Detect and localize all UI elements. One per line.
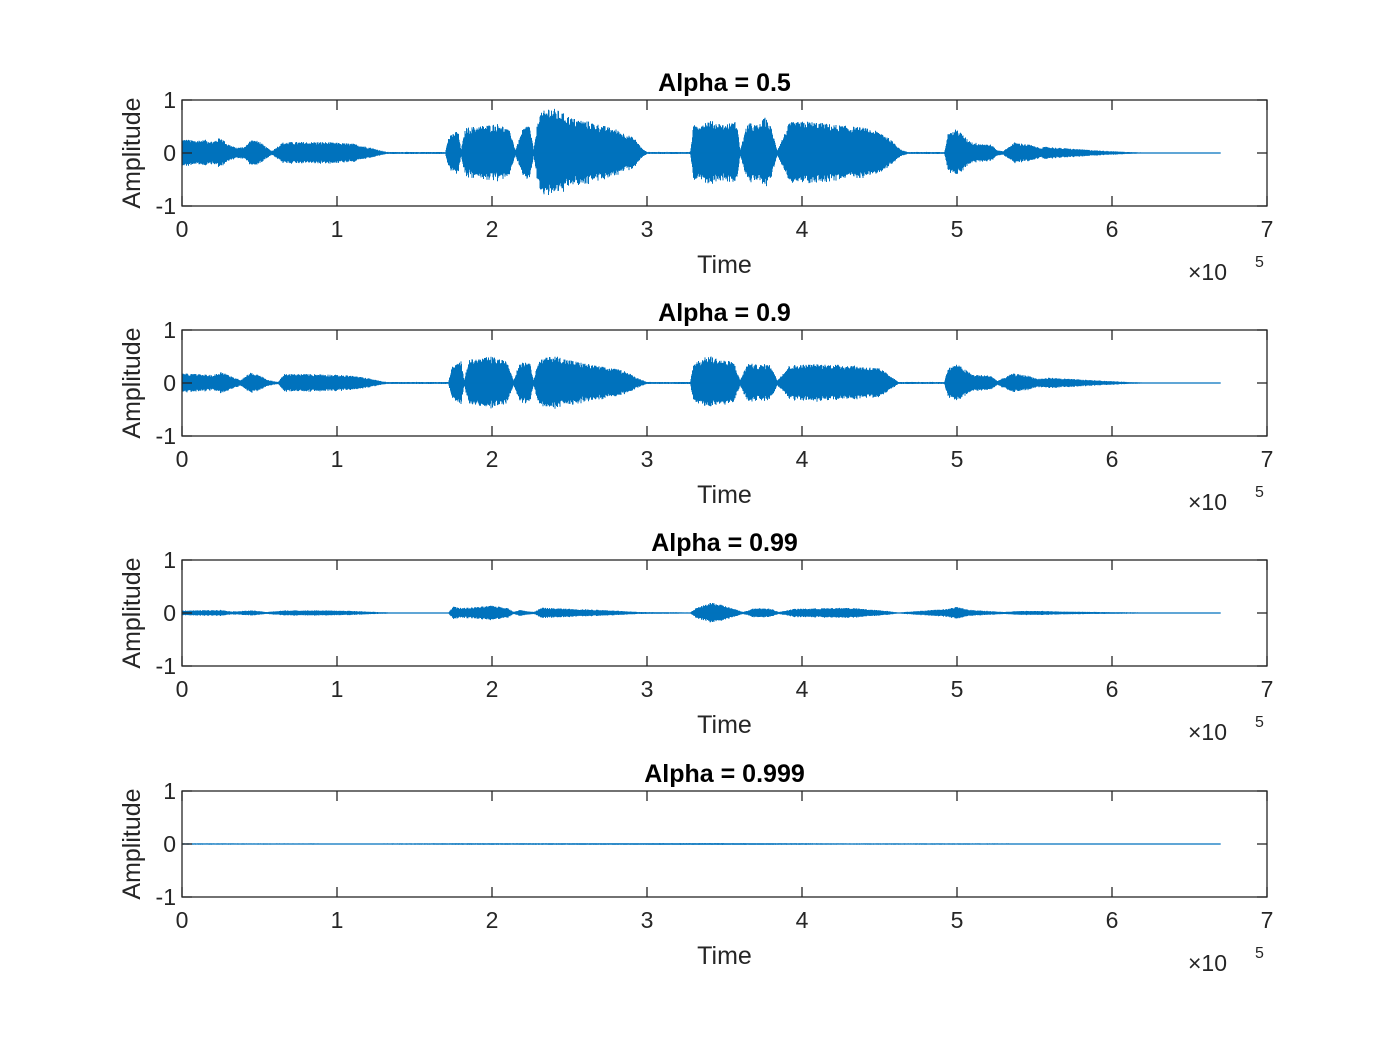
y-tick-label: 1	[163, 317, 176, 343]
x-tick-label: 6	[1106, 907, 1119, 933]
x-tick-label: 5	[951, 676, 964, 702]
waveform-series	[182, 108, 1221, 195]
x-tick-label: 5	[951, 216, 964, 242]
x-tick-label: 3	[641, 216, 654, 242]
x-tick-label: 7	[1261, 216, 1274, 242]
x-tick-label: 3	[641, 446, 654, 472]
x-tick-label: 0	[176, 907, 189, 933]
x-tick-label: 0	[176, 446, 189, 472]
x-exponent-label: ×10	[1188, 719, 1227, 745]
x-tick-label: 1	[331, 676, 344, 702]
x-tick-label: 5	[951, 446, 964, 472]
y-tick-label: 0	[163, 600, 176, 626]
x-axis-label: Time	[697, 251, 752, 279]
x-tick-label: 7	[1261, 907, 1274, 933]
y-axis-label: Amplitude	[118, 327, 146, 438]
x-axis-label: Time	[697, 481, 752, 509]
x-tick-label: 7	[1261, 676, 1274, 702]
y-tick-label: 1	[163, 87, 176, 113]
x-tick-label: 6	[1106, 676, 1119, 702]
x-exponent-power: 5	[1255, 714, 1264, 731]
x-axis-label: Time	[697, 711, 752, 739]
x-tick-label: 2	[486, 907, 499, 933]
x-exponent-label: ×10	[1188, 950, 1227, 976]
x-tick-label: 4	[796, 216, 809, 242]
x-tick-label: 3	[641, 676, 654, 702]
x-tick-label: 1	[331, 216, 344, 242]
y-tick-label: -1	[156, 653, 176, 679]
subplot-title: Alpha = 0.99	[651, 529, 798, 557]
y-tick-label: -1	[156, 884, 176, 910]
x-axis-label: Time	[697, 942, 752, 970]
x-tick-label: 0	[176, 216, 189, 242]
subplot-title: Alpha = 0.9	[658, 299, 791, 327]
x-tick-label: 6	[1106, 446, 1119, 472]
x-tick-label: 0	[176, 676, 189, 702]
y-axis-label: Amplitude	[118, 557, 146, 668]
x-tick-label: 4	[796, 676, 809, 702]
y-axis-label: Amplitude	[118, 788, 146, 899]
x-tick-label: 6	[1106, 216, 1119, 242]
x-tick-label: 3	[641, 907, 654, 933]
subplot-title: Alpha = 0.999	[644, 760, 805, 788]
y-axis-label: Amplitude	[118, 97, 146, 208]
y-tick-label: 0	[163, 370, 176, 396]
x-exponent-power: 5	[1255, 945, 1264, 962]
x-exponent-power: 5	[1255, 484, 1264, 501]
y-tick-label: 0	[163, 831, 176, 857]
x-tick-label: 7	[1261, 446, 1274, 472]
y-tick-label: 1	[163, 547, 176, 573]
x-exponent-label: ×10	[1188, 259, 1227, 285]
x-tick-label: 2	[486, 216, 499, 242]
x-tick-label: 5	[951, 907, 964, 933]
x-tick-label: 1	[331, 446, 344, 472]
x-tick-label: 2	[486, 446, 499, 472]
y-tick-label: -1	[156, 193, 176, 219]
y-tick-label: -1	[156, 423, 176, 449]
x-tick-label: 4	[796, 446, 809, 472]
x-exponent-label: ×10	[1188, 489, 1227, 515]
x-tick-label: 4	[796, 907, 809, 933]
y-tick-label: 0	[163, 140, 176, 166]
y-tick-label: 1	[163, 778, 176, 804]
subplot-title: Alpha = 0.5	[658, 69, 791, 97]
x-tick-label: 1	[331, 907, 344, 933]
x-exponent-power: 5	[1255, 254, 1264, 271]
x-tick-label: 2	[486, 676, 499, 702]
